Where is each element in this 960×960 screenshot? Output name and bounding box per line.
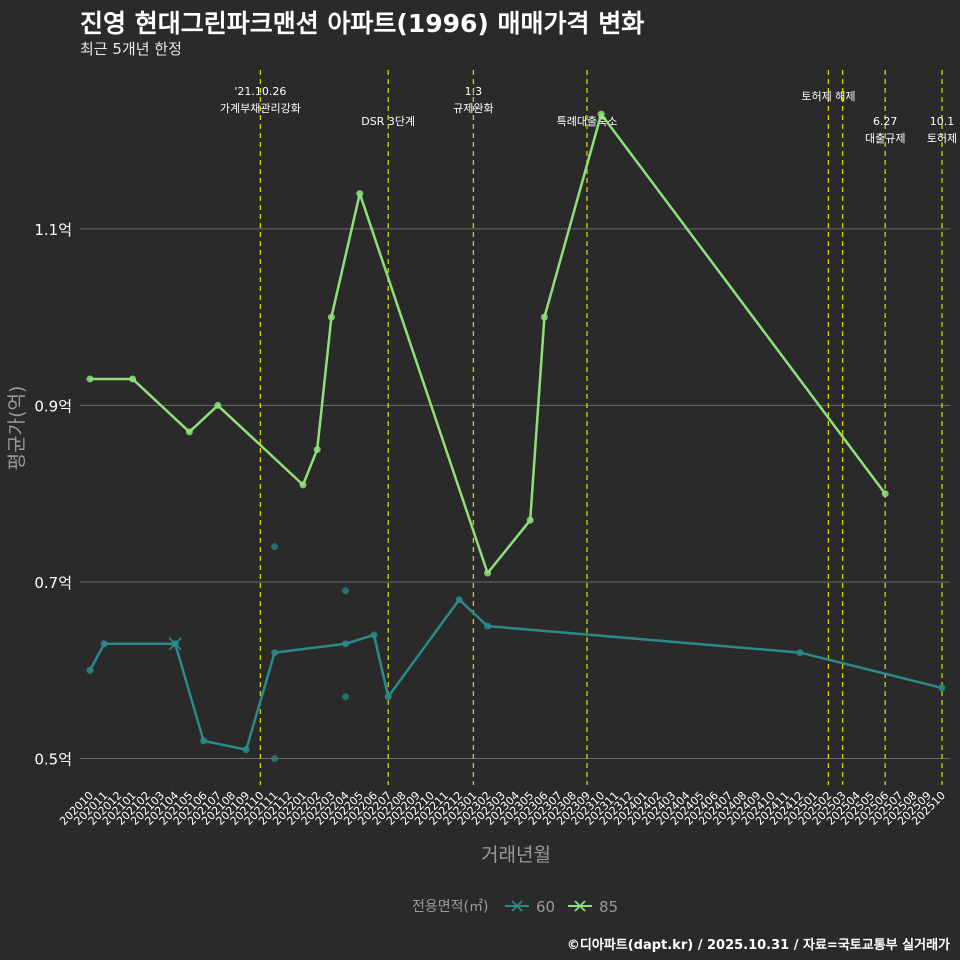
x-axis-title: 거래년월 (481, 844, 551, 866)
series-85-point[interactable] (185, 428, 193, 436)
series-85-point[interactable] (214, 401, 222, 409)
y-tick-label: 0.5억 (34, 751, 72, 769)
y-tick-label: 0.7억 (34, 574, 72, 592)
event-label: 대출규제 (865, 132, 905, 145)
series-85-point[interactable] (327, 313, 335, 321)
series-85-point[interactable] (881, 490, 889, 498)
series-85-point[interactable] (86, 375, 94, 383)
series-60-cross-marker (168, 637, 182, 651)
series-60-point[interactable] (271, 649, 279, 657)
legend[interactable]: 전용면적(㎡) 60 85 (412, 898, 618, 916)
event-label: '21.10.26 (234, 85, 286, 98)
series-60-extra-point[interactable] (342, 693, 350, 701)
series-60-point[interactable] (384, 693, 392, 701)
legend-key-60-cross (511, 900, 523, 912)
event-label: 토허제 (927, 132, 957, 145)
series-60-point[interactable] (100, 640, 108, 648)
legend-key-85-cross (574, 900, 586, 912)
y-tick-label: 1.1억 (34, 221, 72, 239)
series-85-point[interactable] (313, 446, 321, 454)
series-85-point[interactable] (356, 190, 364, 198)
event-label: 가계부채관리강화 (220, 102, 301, 115)
series-60-extra-point[interactable] (271, 543, 279, 551)
series-60-point[interactable] (484, 622, 492, 630)
event-label: 특례대출축소 (557, 115, 618, 128)
event-label: 10.1 (930, 115, 955, 128)
chart-subtitle: 최근 5개년 한정 (80, 40, 182, 58)
series-85-point[interactable] (540, 313, 548, 321)
series-60-extra-point[interactable] (271, 755, 279, 763)
series-85-point[interactable] (129, 375, 137, 383)
series-60-point[interactable] (455, 596, 463, 604)
series-85-point[interactable] (484, 569, 492, 577)
axes: 0.5억0.7억0.9억1.1억202010202011202012202101… (6, 221, 948, 866)
legend-title: 전용면적(㎡) (412, 899, 488, 915)
series-60-point[interactable] (200, 737, 208, 745)
grid-lines (80, 228, 950, 760)
series-85-point[interactable] (526, 516, 534, 524)
series-lines (86, 110, 946, 763)
event-label: 6.27 (873, 115, 898, 128)
legend-label-85[interactable]: 85 (599, 898, 618, 916)
y-axis-title: 평균가(억) (6, 386, 28, 471)
event-label: DSR 3단계 (361, 115, 415, 128)
series-60-point[interactable] (370, 631, 378, 639)
y-tick-label: 0.9억 (34, 397, 72, 415)
legend-label-60[interactable]: 60 (536, 898, 555, 916)
series-60-point[interactable] (86, 666, 94, 674)
series-85-point[interactable] (299, 481, 307, 489)
series-85-line[interactable] (90, 112, 887, 575)
series-60-extra-point[interactable] (342, 587, 350, 595)
series-60-line[interactable] (88, 598, 943, 751)
series-60-point[interactable] (938, 684, 946, 692)
source-caption: ©디아파트(dapt.kr) / 2025.10.31 / 자료=국토교통부 실… (566, 938, 950, 953)
chart-title: 진영 현대그린파크맨션 아파트(1996) 매매가격 변화 (80, 9, 645, 38)
series-60-point[interactable] (796, 649, 804, 657)
event-label: 1.3 (465, 85, 483, 98)
event-label: 토허제 해제 (801, 89, 855, 103)
series-60-point[interactable] (342, 640, 350, 648)
series-60-point[interactable] (242, 746, 250, 754)
series-85-point[interactable] (597, 110, 605, 118)
event-label: 규제완화 (453, 102, 493, 115)
